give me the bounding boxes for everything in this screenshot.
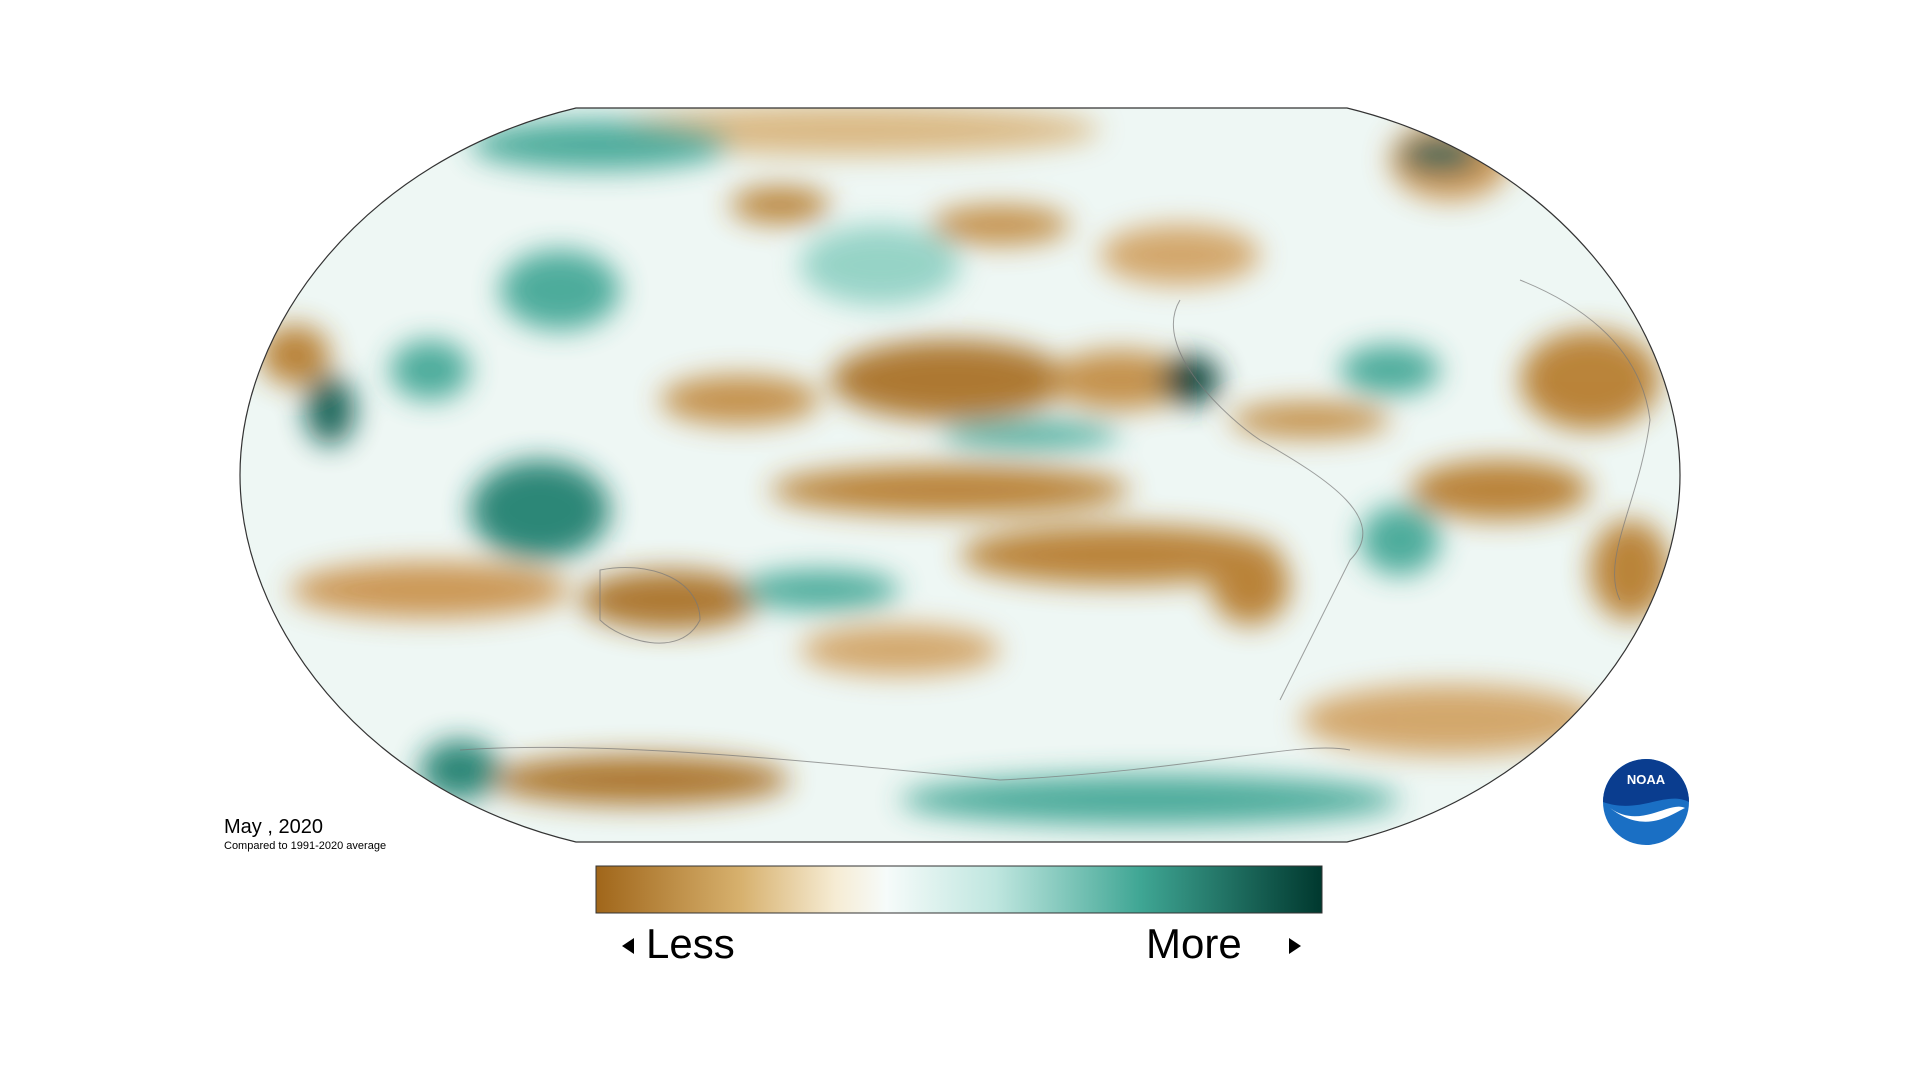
caption-subtitle: Compared to 1991-2020 average [224,840,387,852]
noaa-logo: NOAA [1603,759,1689,845]
map-field [240,108,1680,842]
left-arrow [622,938,634,954]
legend-high-label: More [1146,920,1242,967]
map-border [239,107,1681,843]
caption-title: May , 2020 [224,816,323,838]
right-arrow [1289,938,1301,954]
color-bar [595,865,1323,914]
logo-text: NOAA [1627,772,1666,787]
legend-low-label: Less [646,920,735,967]
